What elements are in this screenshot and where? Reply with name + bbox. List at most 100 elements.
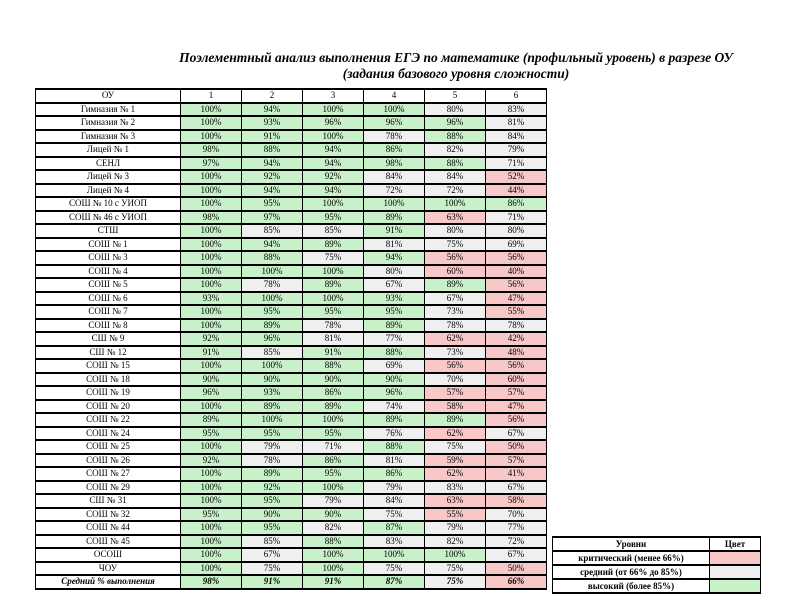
score-cell: 70%	[485, 506, 547, 522]
school-name-cell: СОШ № 5	[35, 277, 181, 293]
score-cell: 95%	[241, 304, 303, 320]
score-cell: 85%	[241, 223, 303, 239]
legend-level-label: высокий (более 85%)	[552, 578, 710, 594]
score-cell: 100%	[302, 547, 364, 563]
score-cell: 100%	[302, 479, 364, 495]
score-cell: 100%	[302, 290, 364, 306]
score-cell: 92%	[302, 169, 364, 185]
score-cell: 52%	[485, 169, 547, 185]
score-cell: 100%	[180, 317, 242, 333]
legend-color-swatch	[709, 564, 761, 580]
score-cell: 81%	[363, 236, 425, 252]
school-name-cell: СОШ № 44	[35, 520, 181, 536]
score-cell: 73%	[424, 304, 486, 320]
score-cell: 62%	[424, 466, 486, 482]
score-cell: 58%	[424, 398, 486, 414]
score-cell: 100%	[180, 236, 242, 252]
score-cell: 91%	[241, 128, 303, 144]
score-cell: 87%	[363, 520, 425, 536]
score-cell: 94%	[241, 236, 303, 252]
score-cell: 89%	[241, 398, 303, 414]
score-cell: 66%	[485, 574, 547, 590]
score-cell: 83%	[424, 479, 486, 495]
score-cell: 100%	[302, 128, 364, 144]
score-cell: 79%	[363, 479, 425, 495]
score-cell: 75%	[363, 506, 425, 522]
score-cell: 89%	[302, 236, 364, 252]
score-cell: 85%	[241, 344, 303, 360]
table-row: СОШ № 26 92% 78% 86% 81% 59% 57%	[35, 452, 547, 468]
column-header: 1	[180, 88, 242, 104]
score-cell: 75%	[424, 560, 486, 576]
score-cell: 71%	[302, 439, 364, 455]
school-name-cell: СОШ № 8	[35, 317, 181, 333]
score-cell: 79%	[241, 439, 303, 455]
score-cell: 100%	[180, 182, 242, 198]
score-cell: 88%	[241, 250, 303, 266]
score-cell: 67%	[363, 277, 425, 293]
score-cell: 76%	[363, 425, 425, 441]
table-row: СОШ № 3 100% 88% 75% 94% 56% 56%	[35, 250, 547, 266]
column-header: ОУ	[35, 88, 181, 104]
table-row: ОСОШ 100% 67% 100% 100% 100% 67%	[35, 547, 547, 563]
score-cell: 78%	[302, 317, 364, 333]
legend-header-row: Уровни Цвет	[552, 536, 761, 552]
score-cell: 93%	[180, 290, 242, 306]
table-row: Лицей № 4 100% 94% 94% 72% 72% 44%	[35, 182, 547, 198]
score-cell: 96%	[363, 115, 425, 131]
score-cell: 80%	[424, 101, 486, 117]
score-cell: 95%	[302, 304, 364, 320]
score-cell: 48%	[485, 344, 547, 360]
legend-color-swatch	[709, 550, 761, 566]
score-cell: 80%	[485, 223, 547, 239]
column-header: 5	[424, 88, 486, 104]
legend-color-swatch	[709, 578, 761, 594]
score-cell: 82%	[302, 520, 364, 536]
score-cell: 100%	[180, 223, 242, 239]
score-cell: 67%	[485, 425, 547, 441]
score-cell: 100%	[241, 290, 303, 306]
score-cell: 92%	[180, 331, 242, 347]
score-cell: 72%	[363, 182, 425, 198]
school-name-cell: СОШ № 6	[35, 290, 181, 306]
score-cell: 95%	[180, 425, 242, 441]
score-cell: 100%	[424, 547, 486, 563]
school-name-cell: СОШ № 3	[35, 250, 181, 266]
score-cell: 100%	[363, 196, 425, 212]
score-cell: 95%	[302, 425, 364, 441]
school-name-cell: Лицей № 4	[35, 182, 181, 198]
score-cell: 100%	[241, 412, 303, 428]
school-name-cell: СТШ	[35, 223, 181, 239]
score-cell: 95%	[241, 196, 303, 212]
score-cell: 95%	[363, 304, 425, 320]
score-cell: 86%	[485, 196, 547, 212]
table-row: СОШ № 1 100% 94% 89% 81% 75% 69%	[35, 236, 547, 252]
column-header: 4	[363, 88, 425, 104]
table-row: Лицей № 1 98% 88% 94% 86% 82% 79%	[35, 142, 547, 158]
school-name-cell: СОШ № 26	[35, 452, 181, 468]
score-cell: 89%	[302, 398, 364, 414]
score-cell: 100%	[180, 398, 242, 414]
score-cell: 100%	[241, 263, 303, 279]
table-row: СТШ 100% 85% 85% 91% 80% 80%	[35, 223, 547, 239]
score-cell: 100%	[302, 412, 364, 428]
school-name-cell: СОШ № 27	[35, 466, 181, 482]
score-cell: 98%	[363, 155, 425, 171]
score-cell: 90%	[180, 371, 242, 387]
score-cell: 63%	[424, 209, 486, 225]
table-row: СШ № 12 91% 85% 91% 88% 73% 48%	[35, 344, 547, 360]
score-cell: 56%	[485, 250, 547, 266]
school-name-cell: СОШ № 25	[35, 439, 181, 455]
score-cell: 90%	[302, 371, 364, 387]
table-row: СОШ № 27 100% 89% 95% 86% 62% 41%	[35, 466, 547, 482]
score-cell: 96%	[241, 331, 303, 347]
score-cell: 89%	[363, 317, 425, 333]
table-row: СОШ № 4 100% 100% 100% 80% 60% 40%	[35, 263, 547, 279]
score-cell: 73%	[424, 344, 486, 360]
table-row: СОШ № 15 100% 100% 88% 69% 56% 56%	[35, 358, 547, 374]
legend-row: средний (от 66% до 85%)	[552, 564, 761, 580]
score-cell: 95%	[302, 209, 364, 225]
score-cell: 94%	[302, 182, 364, 198]
legend-row: критический (менее 66%)	[552, 550, 761, 566]
table-header-row: ОУ 1 2 3 4 5 6	[35, 88, 547, 104]
